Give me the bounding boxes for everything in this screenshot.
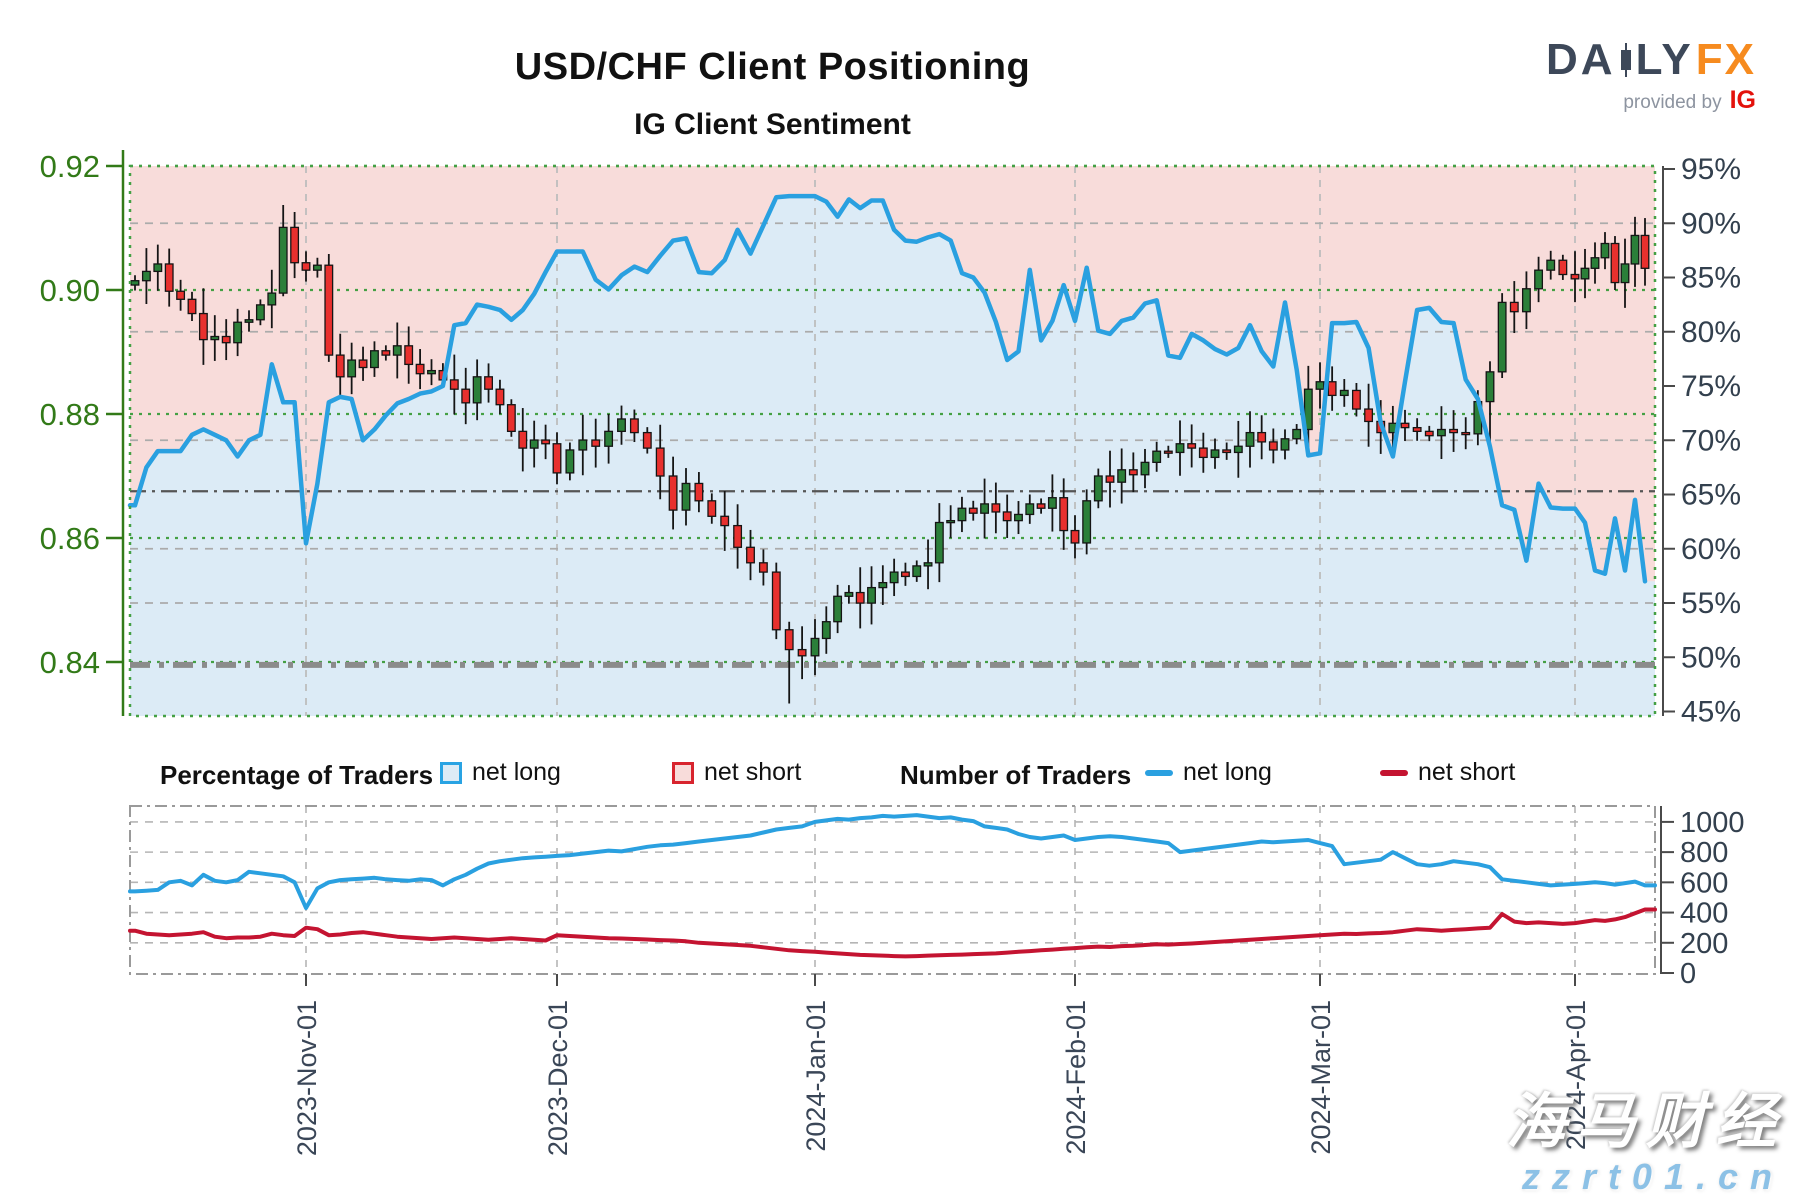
svg-text:2024-Jan-01: 2024-Jan-01 <box>801 1000 831 1152</box>
svg-text:90%: 90% <box>1681 207 1741 240</box>
svg-text:1000: 1000 <box>1680 807 1745 839</box>
legend-item-num-net-long: net long <box>1145 758 1272 787</box>
svg-text:2023-Dec-01: 2023-Dec-01 <box>543 1000 573 1156</box>
svg-text:75%: 75% <box>1681 370 1741 403</box>
dailyfx-logo: DA LY FX provided by IG <box>1546 38 1756 113</box>
svg-text:70%: 70% <box>1681 424 1741 457</box>
svg-text:0.84: 0.84 <box>40 645 100 680</box>
svg-text:800: 800 <box>1680 837 1728 869</box>
legend-item-pct-net-long: net long <box>440 758 561 787</box>
svg-text:400: 400 <box>1680 898 1728 930</box>
svg-text:2024-Apr-01: 2024-Apr-01 <box>1561 1000 1591 1150</box>
svg-text:0: 0 <box>1680 958 1696 990</box>
svg-text:50%: 50% <box>1681 641 1741 674</box>
net-long-line-swatch-icon <box>1145 769 1173 776</box>
logo-provided-by: provided by <box>1623 92 1722 113</box>
svg-text:85%: 85% <box>1681 262 1741 295</box>
logo-ig: IG <box>1729 86 1756 114</box>
svg-text:60%: 60% <box>1681 533 1741 566</box>
svg-text:2024-Feb-01: 2024-Feb-01 <box>1061 1000 1091 1155</box>
chart-legend: Percentage of Traders net long net short… <box>0 758 1800 794</box>
svg-text:0.90: 0.90 <box>40 273 100 308</box>
svg-text:55%: 55% <box>1681 587 1741 620</box>
page-title: USD/CHF Client Positioning <box>514 46 1031 88</box>
svg-text:0.92: 0.92 <box>40 149 100 184</box>
svg-text:200: 200 <box>1680 928 1728 960</box>
legend-heading-percentage: Percentage of Traders <box>160 760 434 790</box>
candlestick-icon <box>1620 43 1631 77</box>
logo-text-da: DA <box>1546 35 1616 84</box>
svg-text:2023-Nov-01: 2023-Nov-01 <box>292 1000 322 1156</box>
legend-heading-number: Number of Traders <box>900 760 1132 790</box>
svg-text:65%: 65% <box>1681 479 1741 512</box>
logo-text-ly: LY <box>1635 35 1694 84</box>
watermark-domain: zzrt01.cn <box>1521 1156 1784 1197</box>
net-short-line-swatch-icon <box>1380 769 1408 776</box>
chart-subtitle: IG Client Sentiment <box>634 108 911 141</box>
net-short-area-swatch-icon <box>672 761 694 784</box>
svg-text:80%: 80% <box>1681 316 1741 349</box>
svg-text:45%: 45% <box>1681 696 1741 729</box>
legend-item-pct-net-short: net short <box>672 758 801 787</box>
logo-text-fx: FX <box>1695 35 1756 84</box>
svg-text:95%: 95% <box>1681 153 1741 186</box>
legend-item-num-net-short: net short <box>1380 758 1515 787</box>
svg-text:0.86: 0.86 <box>40 521 100 556</box>
svg-text:0.88: 0.88 <box>40 397 100 432</box>
svg-text:600: 600 <box>1680 867 1728 899</box>
svg-text:2024-Mar-01: 2024-Mar-01 <box>1306 1000 1336 1155</box>
watermark-chinese: 海马财经 <box>1506 1088 1786 1155</box>
net-long-area-swatch-icon <box>440 761 462 784</box>
